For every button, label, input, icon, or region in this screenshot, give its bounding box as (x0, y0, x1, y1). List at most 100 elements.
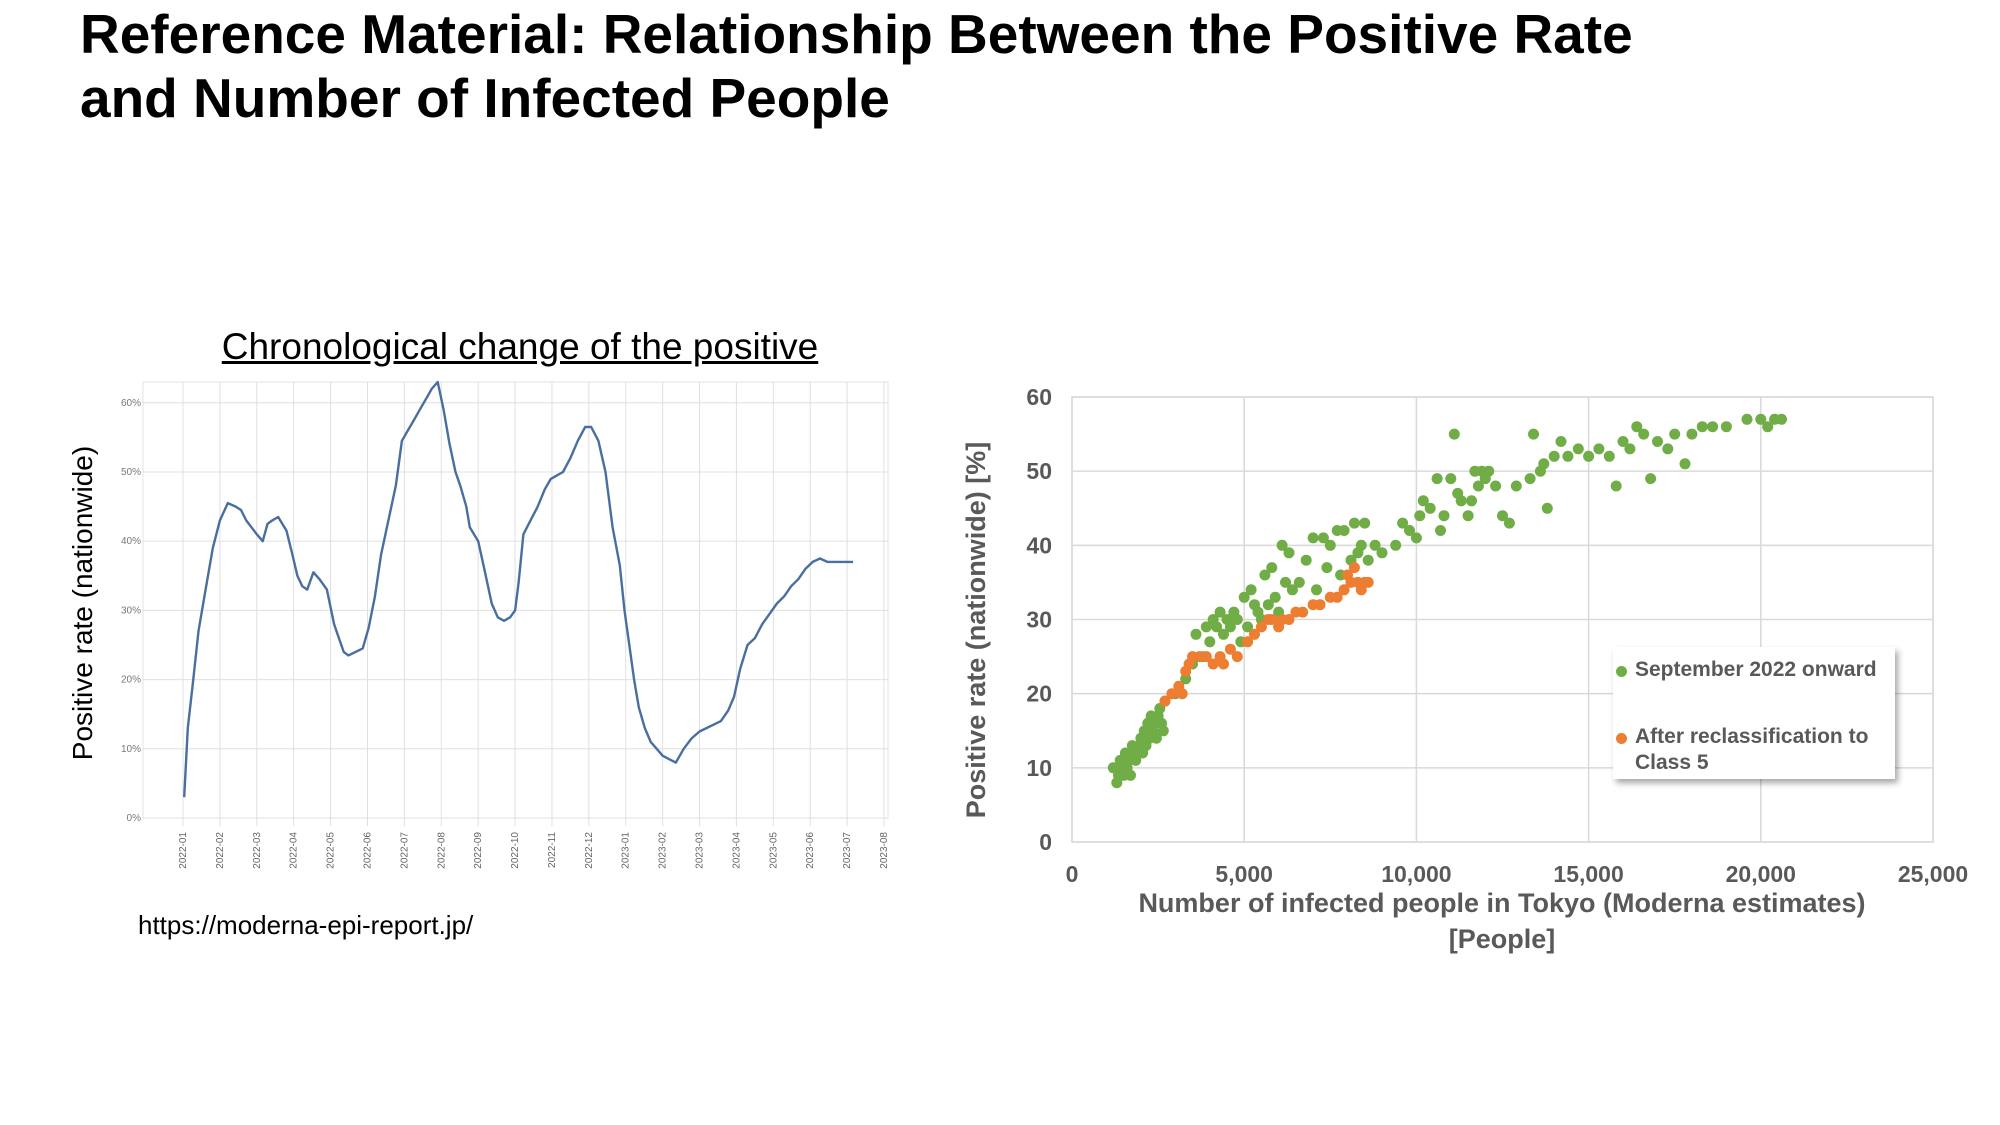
class5-point (1314, 599, 1326, 611)
line-chart: 2022-01 2022-02 2022-03 2022-04 2022-05 2022-… (67, 380, 890, 869)
september-2022-point (1359, 517, 1371, 529)
positive-rate-line (183, 380, 854, 798)
september-2022-point (1631, 421, 1643, 433)
slide-title: Reference Material: Relationship Between… (80, 2, 1880, 130)
september-2022-point (1435, 525, 1446, 536)
class5-point (1362, 576, 1374, 588)
september-2022-point (1348, 517, 1360, 529)
scatter-y-tick-label: 20 (1026, 681, 1052, 707)
september-2022-point (1362, 554, 1374, 566)
september-2022-point (1259, 569, 1271, 581)
line-y-tick-label: 30% (121, 605, 141, 616)
september-2022-point (1472, 480, 1484, 492)
scatter-x-tick-label: 15,000 (1553, 861, 1623, 887)
scatter-y-tick-label: 40 (1026, 532, 1052, 558)
september-2022-point (1311, 584, 1322, 596)
september-2022-point (1438, 510, 1450, 522)
class5-point (1224, 643, 1236, 655)
line-x-tick-label: 2023-02 (658, 832, 669, 869)
class5-point (1266, 614, 1278, 625)
scatter-y-tick-label: 0 (1039, 829, 1052, 855)
september-2022-point (1707, 421, 1719, 433)
september-2022-point (1510, 480, 1522, 492)
september-2022-point (1462, 510, 1474, 522)
scatter-x-tick-label: 25,000 (1898, 861, 1968, 887)
september-2022-point (1238, 591, 1250, 603)
line-x-tick-label: 2022-01 (178, 832, 189, 869)
class5-point (1176, 688, 1188, 700)
september-2022-point (1417, 495, 1429, 507)
september-2022-point (1262, 599, 1274, 611)
class5-point (1200, 651, 1212, 663)
september-2022-point (1404, 525, 1415, 536)
legend-marker-green (1616, 666, 1627, 677)
class5-point (1166, 688, 1178, 700)
september-2022-point (1696, 421, 1708, 433)
september-2022-point (1211, 621, 1223, 633)
line-x-tick-label: 2023-06 (805, 832, 816, 869)
september-2022-point (1293, 576, 1305, 588)
september-2022-point (1218, 628, 1229, 640)
september-2022-point (1755, 413, 1767, 425)
line-x-tick-label: 2022-09 (473, 832, 484, 869)
line-y-tick-label: 0% (127, 813, 142, 824)
legend-marker-orange (1616, 733, 1627, 744)
september-2022-point (1242, 621, 1254, 633)
scatter-y-tick-label: 10 (1026, 755, 1052, 781)
scatter-y-tick-label: 60 (1026, 384, 1052, 410)
class5-point (1159, 695, 1171, 707)
september-2022-point (1524, 473, 1536, 485)
september-2022-point (1455, 495, 1467, 507)
source-link[interactable]: https://moderna-epi-report.jp/ (138, 910, 474, 940)
scatter-x-axis-title-line2: [People] (1449, 924, 1556, 954)
line-x-tick-label: 2022-11 (547, 832, 558, 868)
september-2022-point (1190, 628, 1202, 640)
slide-title-line2: and Number of Infected People (80, 67, 890, 129)
class5-point (1338, 584, 1350, 596)
legend-label-class5: After reclassification to Class 5 (1635, 725, 1869, 774)
class5-point (1249, 628, 1260, 640)
september-2022-point (1528, 428, 1539, 440)
legend-item-class5: After reclassification to Class 5 (1616, 724, 1885, 776)
september-2022-point (1466, 495, 1477, 507)
september-2022-point (1603, 450, 1615, 462)
september-2022-point (1541, 502, 1553, 514)
september-2022-point (1638, 428, 1650, 440)
class5-point (1242, 636, 1254, 648)
september-2022-point (1200, 621, 1212, 633)
scatter-legend: September 2022 onward After reclassifica… (1613, 647, 1895, 779)
line-y-tick-label: 20% (121, 675, 141, 686)
scatter-y-tick-label: 30 (1026, 607, 1052, 633)
scatter-x-tick-label: 20,000 (1726, 861, 1796, 887)
line-x-tick-label: 2023-08 (879, 832, 890, 869)
scatter-x-tick-label: 0 (1066, 861, 1079, 887)
september-2022-point (1762, 421, 1774, 433)
september-2022-point (1157, 725, 1169, 737)
september-2022-point (1338, 525, 1350, 536)
class5-point (1283, 614, 1295, 625)
september-2022-point (1645, 473, 1657, 485)
september-2022-point (1548, 450, 1560, 462)
september-2022-point (1204, 636, 1216, 648)
september-2022-point (1224, 621, 1236, 633)
line-x-tick-label: 2022-06 (362, 832, 373, 869)
september-2022-point (1283, 547, 1295, 559)
september-2022-point (1245, 584, 1257, 596)
september-2022-point (1414, 510, 1426, 522)
class5-point (1331, 591, 1343, 603)
line-x-tick-label: 2022-12 (584, 832, 595, 869)
september-2022-point (1445, 473, 1457, 485)
line-x-tick-label: 2022-03 (252, 832, 263, 869)
september-2022-point (1150, 732, 1162, 744)
line-x-tick-label: 2023-03 (695, 832, 706, 869)
september-2022-point (1321, 562, 1333, 574)
september-2022-point (1355, 539, 1367, 551)
september-2022-point (1610, 480, 1622, 492)
scatter-x-tick-label: 5,000 (1215, 861, 1273, 887)
line-y-axis-title: Positive rate (nationwide) (67, 446, 98, 760)
september-2022-point (1431, 473, 1443, 485)
september-2022-point (1324, 539, 1336, 551)
september-2022-point (1555, 436, 1567, 447)
line-y-tick-label: 40% (121, 536, 141, 547)
